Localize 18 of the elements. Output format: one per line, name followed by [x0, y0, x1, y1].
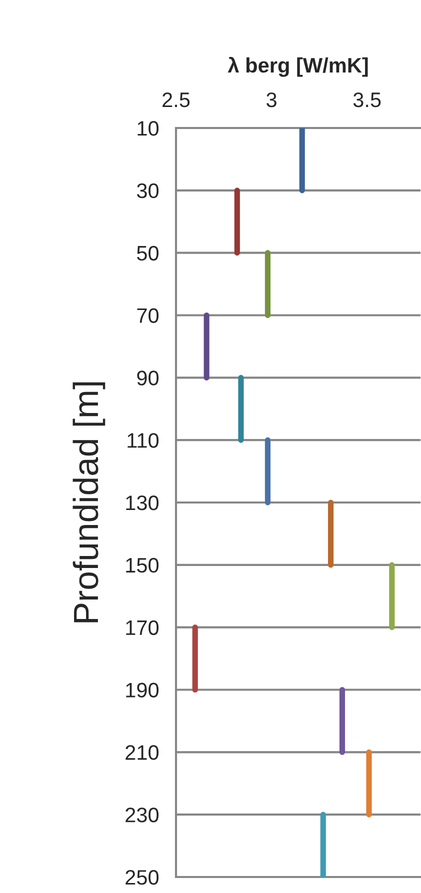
y-tick-label: 50: [136, 246, 159, 261]
x-tick-label: 2.5: [162, 92, 190, 108]
y-tick-label: 210: [126, 745, 159, 760]
y-tick-label: 10: [138, 121, 159, 136]
x-axis-title: λ berg [W/mK]: [228, 56, 368, 77]
y-tick-label: 110: [128, 433, 159, 448]
y-axis-title: Profundidad [m]: [72, 382, 106, 622]
y-tick-label: 230: [126, 808, 159, 822]
y-tick-label: 150: [126, 558, 159, 573]
y-tick-label: 250: [126, 870, 159, 885]
y-tick-label: 190: [126, 682, 159, 698]
y-tick-label: 130: [126, 496, 159, 510]
x-tick-label: 3.5: [353, 92, 381, 108]
y-tick-label: 170: [126, 620, 159, 636]
y-tick-label: 90: [137, 370, 159, 386]
y-tick-label: 70: [137, 308, 159, 324]
x-tick-label: 3: [266, 92, 276, 108]
y-tick-label: 30: [136, 183, 159, 198]
